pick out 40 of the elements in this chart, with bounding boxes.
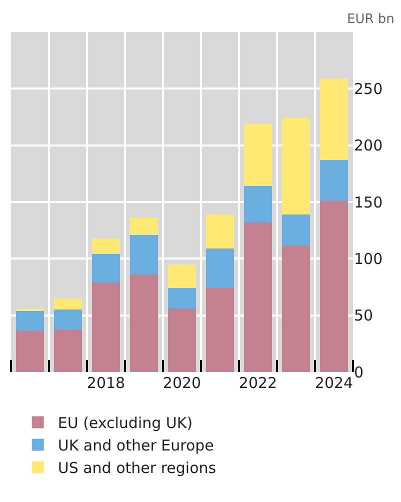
- x-tick-label: 2024: [314, 374, 354, 392]
- bar: [54, 298, 82, 310]
- y-tick-label: 250: [354, 80, 383, 98]
- bar: [282, 118, 310, 214]
- bar: [130, 234, 158, 275]
- bar: [168, 288, 196, 309]
- bar: [168, 308, 196, 372]
- bar: [168, 264, 196, 288]
- bar: [130, 274, 158, 372]
- bar: [92, 238, 120, 254]
- bar: [16, 331, 44, 372]
- bar: [244, 222, 272, 372]
- x-tick-label: 2018: [86, 374, 126, 392]
- bar: [206, 248, 234, 288]
- y-tick-label: 150: [354, 193, 383, 212]
- bar: [320, 78, 348, 160]
- y-tick-label: 50: [354, 306, 374, 325]
- bar: [206, 288, 234, 372]
- bar: [16, 310, 44, 332]
- bar: [92, 254, 120, 282]
- bar: [130, 218, 158, 235]
- bar: [54, 330, 82, 372]
- bar: [244, 186, 272, 222]
- bar: [206, 214, 234, 248]
- legend-label: US and other regions: [58, 459, 216, 478]
- bar: [282, 246, 310, 372]
- bar: [320, 200, 348, 372]
- y-axis-title: EUR bn: [347, 12, 394, 27]
- bar: [54, 310, 82, 330]
- x-tick-label: 2022: [238, 374, 278, 392]
- bar: [92, 282, 120, 372]
- bar: [282, 214, 310, 246]
- y-tick-label: 100: [354, 250, 383, 268]
- legend-label: EU (excluding UK): [58, 414, 193, 432]
- bar: [244, 124, 272, 186]
- legend-label: UK and other Europe: [58, 436, 214, 455]
- y-tick-label: 200: [354, 136, 383, 155]
- x-tick-label: 2020: [162, 374, 202, 392]
- y-tick-label: 0: [354, 363, 364, 382]
- bar: [320, 160, 348, 201]
